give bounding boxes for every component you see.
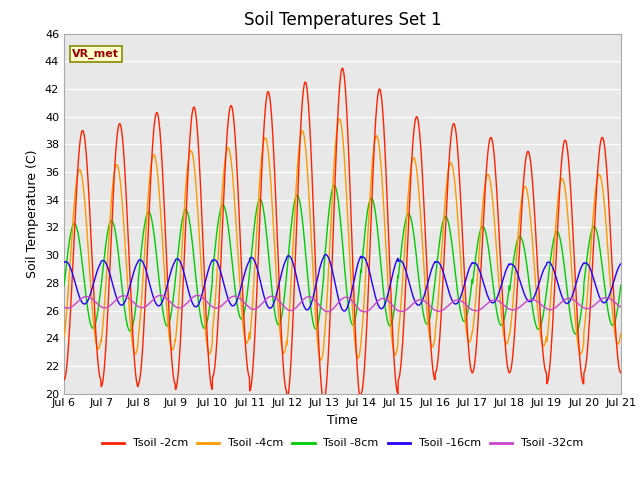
Title: Soil Temperatures Set 1: Soil Temperatures Set 1 (244, 11, 441, 29)
X-axis label: Time: Time (327, 414, 358, 427)
Text: VR_met: VR_met (72, 49, 119, 59)
Y-axis label: Soil Temperature (C): Soil Temperature (C) (26, 149, 39, 278)
Legend: Tsoil -2cm, Tsoil -4cm, Tsoil -8cm, Tsoil -16cm, Tsoil -32cm: Tsoil -2cm, Tsoil -4cm, Tsoil -8cm, Tsoi… (97, 434, 588, 453)
